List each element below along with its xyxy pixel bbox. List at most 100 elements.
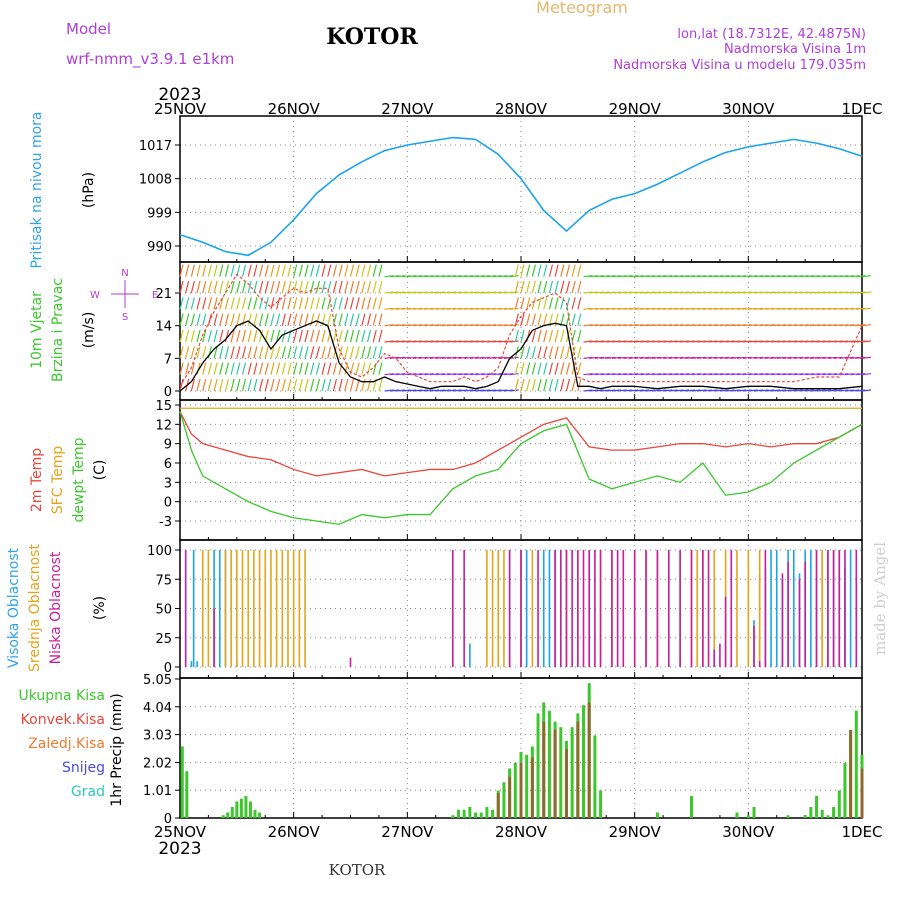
- wind-arrow: [514, 297, 519, 310]
- wind-arrow: [287, 378, 292, 392]
- wind-arrow: [628, 307, 639, 310]
- wind-arrow: [372, 329, 377, 343]
- wind-arrow: [844, 275, 855, 278]
- wind-arrow: [617, 275, 627, 278]
- wind-arrow: [276, 280, 281, 294]
- wind-arrow: [241, 378, 247, 392]
- wind-arrow: [611, 389, 621, 392]
- y-tick-label: 14: [155, 320, 172, 335]
- wind-arrow: [702, 340, 712, 343]
- wind-arrow: [361, 264, 366, 277]
- wind-arrow: [850, 389, 860, 392]
- wind-arrow: [628, 373, 639, 376]
- wind-arrow: [645, 340, 656, 343]
- wind-arrow: [190, 329, 195, 343]
- x-tick-label-top: 30NOV: [722, 100, 775, 118]
- wind-arrow: [452, 356, 462, 359]
- precip-bar-ukupna-kisa: [258, 812, 262, 818]
- wind-arrow: [230, 378, 235, 392]
- wind-arrow: [833, 275, 843, 278]
- precip-bar-ukupna-kisa: [451, 815, 455, 818]
- wind-arrow: [554, 378, 559, 392]
- wind-arrow: [384, 324, 394, 327]
- wind-arrow: [759, 389, 769, 392]
- wind-arrow: [793, 389, 803, 392]
- wind-arrow: [481, 340, 491, 343]
- wind-arrow: [390, 340, 400, 343]
- wind-arrow: [623, 340, 633, 343]
- wind-arrow: [486, 291, 496, 294]
- wind-arrow: [236, 329, 241, 343]
- wind-arrow: [856, 324, 866, 327]
- wind-arrow: [856, 373, 866, 376]
- wind-arrow: [708, 389, 718, 392]
- wind-arrow: [742, 324, 752, 327]
- precip-bar-ukupna-kisa: [180, 746, 184, 818]
- wind-arrow: [361, 297, 366, 310]
- wind-arrow: [338, 313, 343, 326]
- wind-arrow: [663, 356, 673, 359]
- wind-arrow: [344, 313, 349, 326]
- wind-arrow: [725, 340, 735, 343]
- wind-arrow: [719, 340, 729, 343]
- wind-arrow: [293, 264, 298, 277]
- wind-arrow: [349, 297, 355, 310]
- precip-bar-ukupna-kisa: [525, 754, 529, 818]
- wind-arrow: [520, 264, 525, 277]
- wind-arrow: [447, 389, 457, 392]
- wind-arrow: [651, 389, 661, 392]
- wind-arrow: [241, 346, 247, 359]
- wind-arrow: [776, 307, 786, 310]
- wind-arrow: [731, 307, 741, 310]
- wind-arrow: [366, 362, 372, 375]
- wind-arrow: [594, 340, 604, 343]
- wind-arrow: [839, 275, 849, 278]
- wind-arrow: [469, 275, 479, 278]
- wind-arrow: [793, 307, 803, 310]
- wind-arrow: [327, 362, 332, 375]
- precip-legend-0: Ukupna Kisa: [18, 688, 105, 704]
- wind-arrow: [264, 313, 269, 326]
- wind-arrow: [492, 373, 502, 376]
- wind-arrow: [253, 362, 258, 375]
- precip-bar-ukupna-kisa: [559, 727, 563, 818]
- wind-arrow: [543, 329, 548, 343]
- wind-arrow: [725, 324, 735, 327]
- wind-speed-line: [179, 320, 863, 392]
- wind-arrow: [293, 378, 298, 392]
- wind-arrow: [412, 291, 423, 294]
- wind-arrow: [600, 340, 610, 343]
- wind-arrow: [430, 340, 440, 343]
- wind-arrow: [355, 329, 360, 343]
- wind-arrow: [571, 378, 576, 392]
- wind-arrow: [759, 373, 769, 376]
- wind-arrow: [611, 373, 621, 376]
- wind-arrow: [481, 307, 491, 310]
- wind-arrow: [685, 389, 695, 392]
- wind-arrow: [315, 346, 320, 359]
- wind-arrow: [498, 324, 508, 327]
- wind-arrow: [697, 275, 707, 278]
- wind-arrow: [844, 356, 855, 359]
- wind-arrow: [827, 389, 837, 392]
- wind-arrow: [452, 275, 462, 278]
- wind-arrow: [395, 291, 406, 294]
- wind-arrow: [543, 264, 548, 277]
- wind-arrow: [674, 275, 684, 278]
- wind-arrow: [714, 275, 724, 278]
- wind-arrow: [748, 389, 758, 392]
- wind-arrow: [349, 264, 355, 277]
- wind-arrow: [589, 307, 599, 310]
- wind-arrow: [366, 264, 372, 277]
- wind-arrow: [196, 346, 201, 359]
- y-tick-label: 4.04: [143, 701, 172, 716]
- wind-arrow: [839, 307, 849, 310]
- precip-bar-ukupna-kisa: [826, 815, 830, 818]
- wind-arrow: [202, 378, 207, 392]
- y-tick-label: 100: [147, 544, 172, 559]
- wind-arrow: [691, 275, 701, 278]
- precip-bar-ukupna-kisa: [479, 812, 483, 818]
- wind-arrow: [509, 307, 519, 310]
- wind-arrow: [708, 340, 718, 343]
- wind-arrow: [560, 362, 565, 375]
